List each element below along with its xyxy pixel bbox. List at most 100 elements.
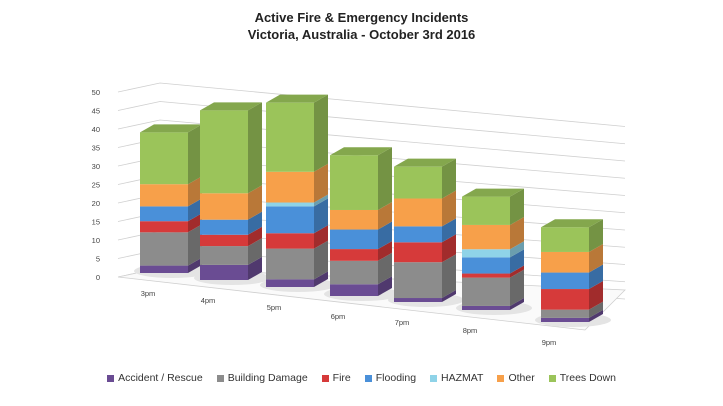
legend-swatch — [497, 374, 505, 382]
legend-item: HAZMAT — [430, 372, 483, 384]
bar-top — [330, 147, 392, 156]
gridline — [117, 119, 626, 162]
bar-other-7pm — [394, 198, 442, 227]
bar-side — [188, 257, 202, 273]
bar-other-5pm — [266, 171, 314, 203]
bar-side — [442, 218, 456, 243]
y-tick-label: 5 — [96, 255, 100, 264]
x-tick-label: 8pm — [463, 326, 478, 335]
legend-item: Accident / Rescue — [107, 372, 203, 384]
bar-accident-rescue-9pm — [541, 317, 589, 322]
bar-flooding-5pm — [266, 206, 314, 234]
x-tick-label: 5pm — [267, 303, 282, 312]
bar-flooding-3pm — [140, 206, 188, 222]
bar-side — [510, 265, 524, 278]
bar-trees-down-6pm — [330, 155, 378, 210]
bar-building-damage-6pm — [330, 260, 378, 285]
legend: Accident / Rescue Building Damage Fire Floo… — [0, 372, 723, 384]
bar-side — [314, 225, 328, 249]
bar-trees-down-9pm — [541, 227, 589, 252]
bar-flooding-4pm — [200, 219, 248, 235]
bar-trees-down-5pm — [266, 102, 314, 172]
y-tick-label: 20 — [92, 199, 100, 208]
bar-side — [510, 269, 524, 306]
chart-title: Active Fire & Emergency Incidents — [254, 10, 469, 25]
bar-side — [510, 241, 524, 258]
bar-side — [248, 238, 262, 265]
bar-side — [589, 281, 603, 310]
bar-side — [314, 240, 328, 280]
y-tick-label: 30 — [92, 162, 100, 171]
bar-side — [248, 185, 262, 220]
bar-fire-7pm — [394, 242, 442, 263]
bar-side — [589, 264, 603, 290]
y-tick-label: 25 — [92, 181, 100, 190]
legend-swatch — [430, 374, 438, 382]
bar-side — [442, 158, 456, 199]
y-tick-label: 0 — [96, 273, 100, 282]
x-tick-label: 4pm — [201, 296, 216, 305]
legend-label: Building Damage — [227, 372, 308, 384]
bar-building-damage-3pm — [140, 232, 188, 266]
legend-item: Trees Down — [548, 372, 616, 384]
legend-swatch — [216, 374, 224, 382]
bar-side — [188, 224, 202, 266]
chart-subtitle: Victoria, Australia - October 3rd 2016 — [247, 27, 476, 42]
bar-side — [442, 254, 456, 299]
bar-fire-9pm — [541, 289, 589, 310]
bar-side — [378, 276, 392, 296]
bar-side — [248, 102, 262, 194]
bar-accident-rescue-8pm — [462, 305, 510, 310]
bar-other-9pm — [541, 251, 589, 273]
bar-trees-down-8pm — [462, 196, 510, 225]
y-tick-label: 35 — [92, 144, 100, 153]
bar-side — [442, 290, 456, 302]
bar-side — [510, 297, 524, 310]
bar-fire-3pm — [140, 221, 188, 233]
legend-item: Fire — [321, 372, 351, 384]
bar-fire-8pm — [462, 273, 510, 278]
bar-side — [589, 219, 603, 252]
y-tick-label: 50 — [92, 88, 100, 97]
bar-top — [266, 94, 328, 103]
bar-side — [188, 198, 202, 222]
bar-trees-down-3pm — [140, 132, 188, 185]
gridline — [117, 101, 626, 145]
bar-other-3pm — [140, 184, 188, 207]
legend-swatch — [321, 374, 329, 382]
bar-side — [442, 190, 456, 227]
bar-fire-6pm — [330, 249, 378, 261]
bar-side — [314, 163, 328, 203]
bar-side — [589, 301, 603, 318]
bar-flooding-7pm — [394, 226, 442, 243]
bar-side — [442, 234, 456, 263]
bar-side — [248, 226, 262, 247]
bar-building-damage-4pm — [200, 246, 248, 265]
legend-label: Fire — [332, 372, 351, 384]
bar-side — [589, 309, 603, 322]
bar-flooding-9pm — [541, 272, 589, 290]
bar-accident-rescue-4pm — [200, 264, 248, 280]
bar-flooding-6pm — [330, 229, 378, 250]
legend-swatch — [107, 374, 115, 382]
bar-side — [248, 211, 262, 235]
bar-side — [378, 201, 392, 230]
bar-side — [510, 249, 524, 274]
bar-other-4pm — [200, 193, 248, 220]
bar-other-8pm — [462, 224, 510, 250]
bar-flooding-8pm — [462, 257, 510, 274]
bar-side — [378, 241, 392, 261]
bar-fire-5pm — [266, 233, 314, 249]
bar-side — [378, 147, 392, 210]
bar-top — [541, 219, 603, 228]
bar-top — [394, 158, 456, 167]
bar-side — [510, 188, 524, 225]
bar-accident-rescue-6pm — [330, 284, 378, 296]
legend-item: Flooding — [364, 372, 417, 384]
bar-top — [462, 188, 524, 197]
bar-side — [378, 221, 392, 250]
bar-side — [589, 243, 603, 273]
bar-side — [314, 94, 328, 172]
legend-item: Building Damage — [216, 372, 308, 384]
legend-label: Flooding — [375, 372, 417, 384]
